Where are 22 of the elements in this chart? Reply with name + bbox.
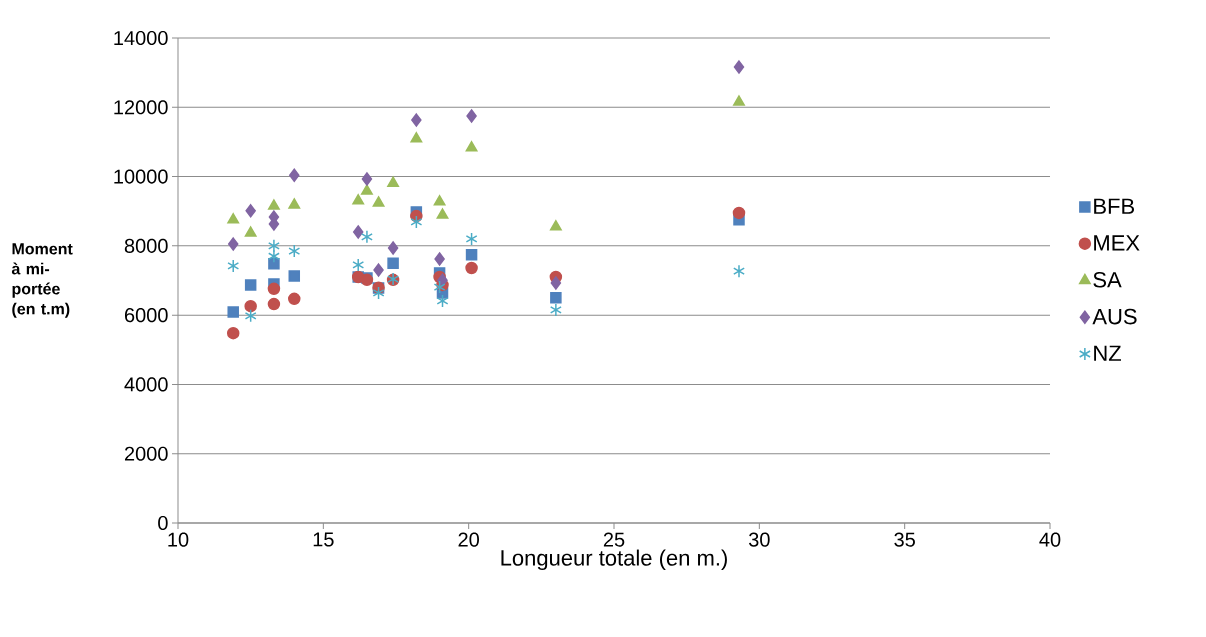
y-tick-label: 2000 (124, 446, 168, 461)
y-tick-label: 4000 (124, 377, 168, 392)
x-tick-label: 20 (458, 532, 479, 547)
y-tick-label: 12000 (114, 100, 168, 115)
x-tick-label: 10 (168, 532, 189, 547)
x-tick-label: 15 (313, 532, 334, 547)
y-tick-label: 6000 (124, 308, 168, 323)
y-tick-label: 10000 (114, 169, 168, 184)
legend-label: AUS (1092, 308, 1137, 325)
legend-label: SA (1093, 271, 1122, 288)
x-tick-label: 40 (1039, 532, 1061, 547)
x-tick-label: 25 (603, 532, 625, 547)
legend-label: NZ (1094, 345, 1121, 361)
legend-label: BFB (1094, 198, 1134, 214)
y-tick-label: 14000 (114, 30, 168, 46)
x-tick-label: 30 (748, 532, 770, 547)
y-axis-title: Moment à mi-portée (en t.m) (11, 243, 73, 318)
x-tick-label: 35 (894, 532, 915, 547)
y-tick-label: 8000 (124, 238, 168, 253)
x-axis-title: Longueur totale (en m.) (501, 549, 727, 571)
y-tick-label: 0 (158, 515, 168, 531)
legend-label: MEX (1094, 235, 1140, 251)
